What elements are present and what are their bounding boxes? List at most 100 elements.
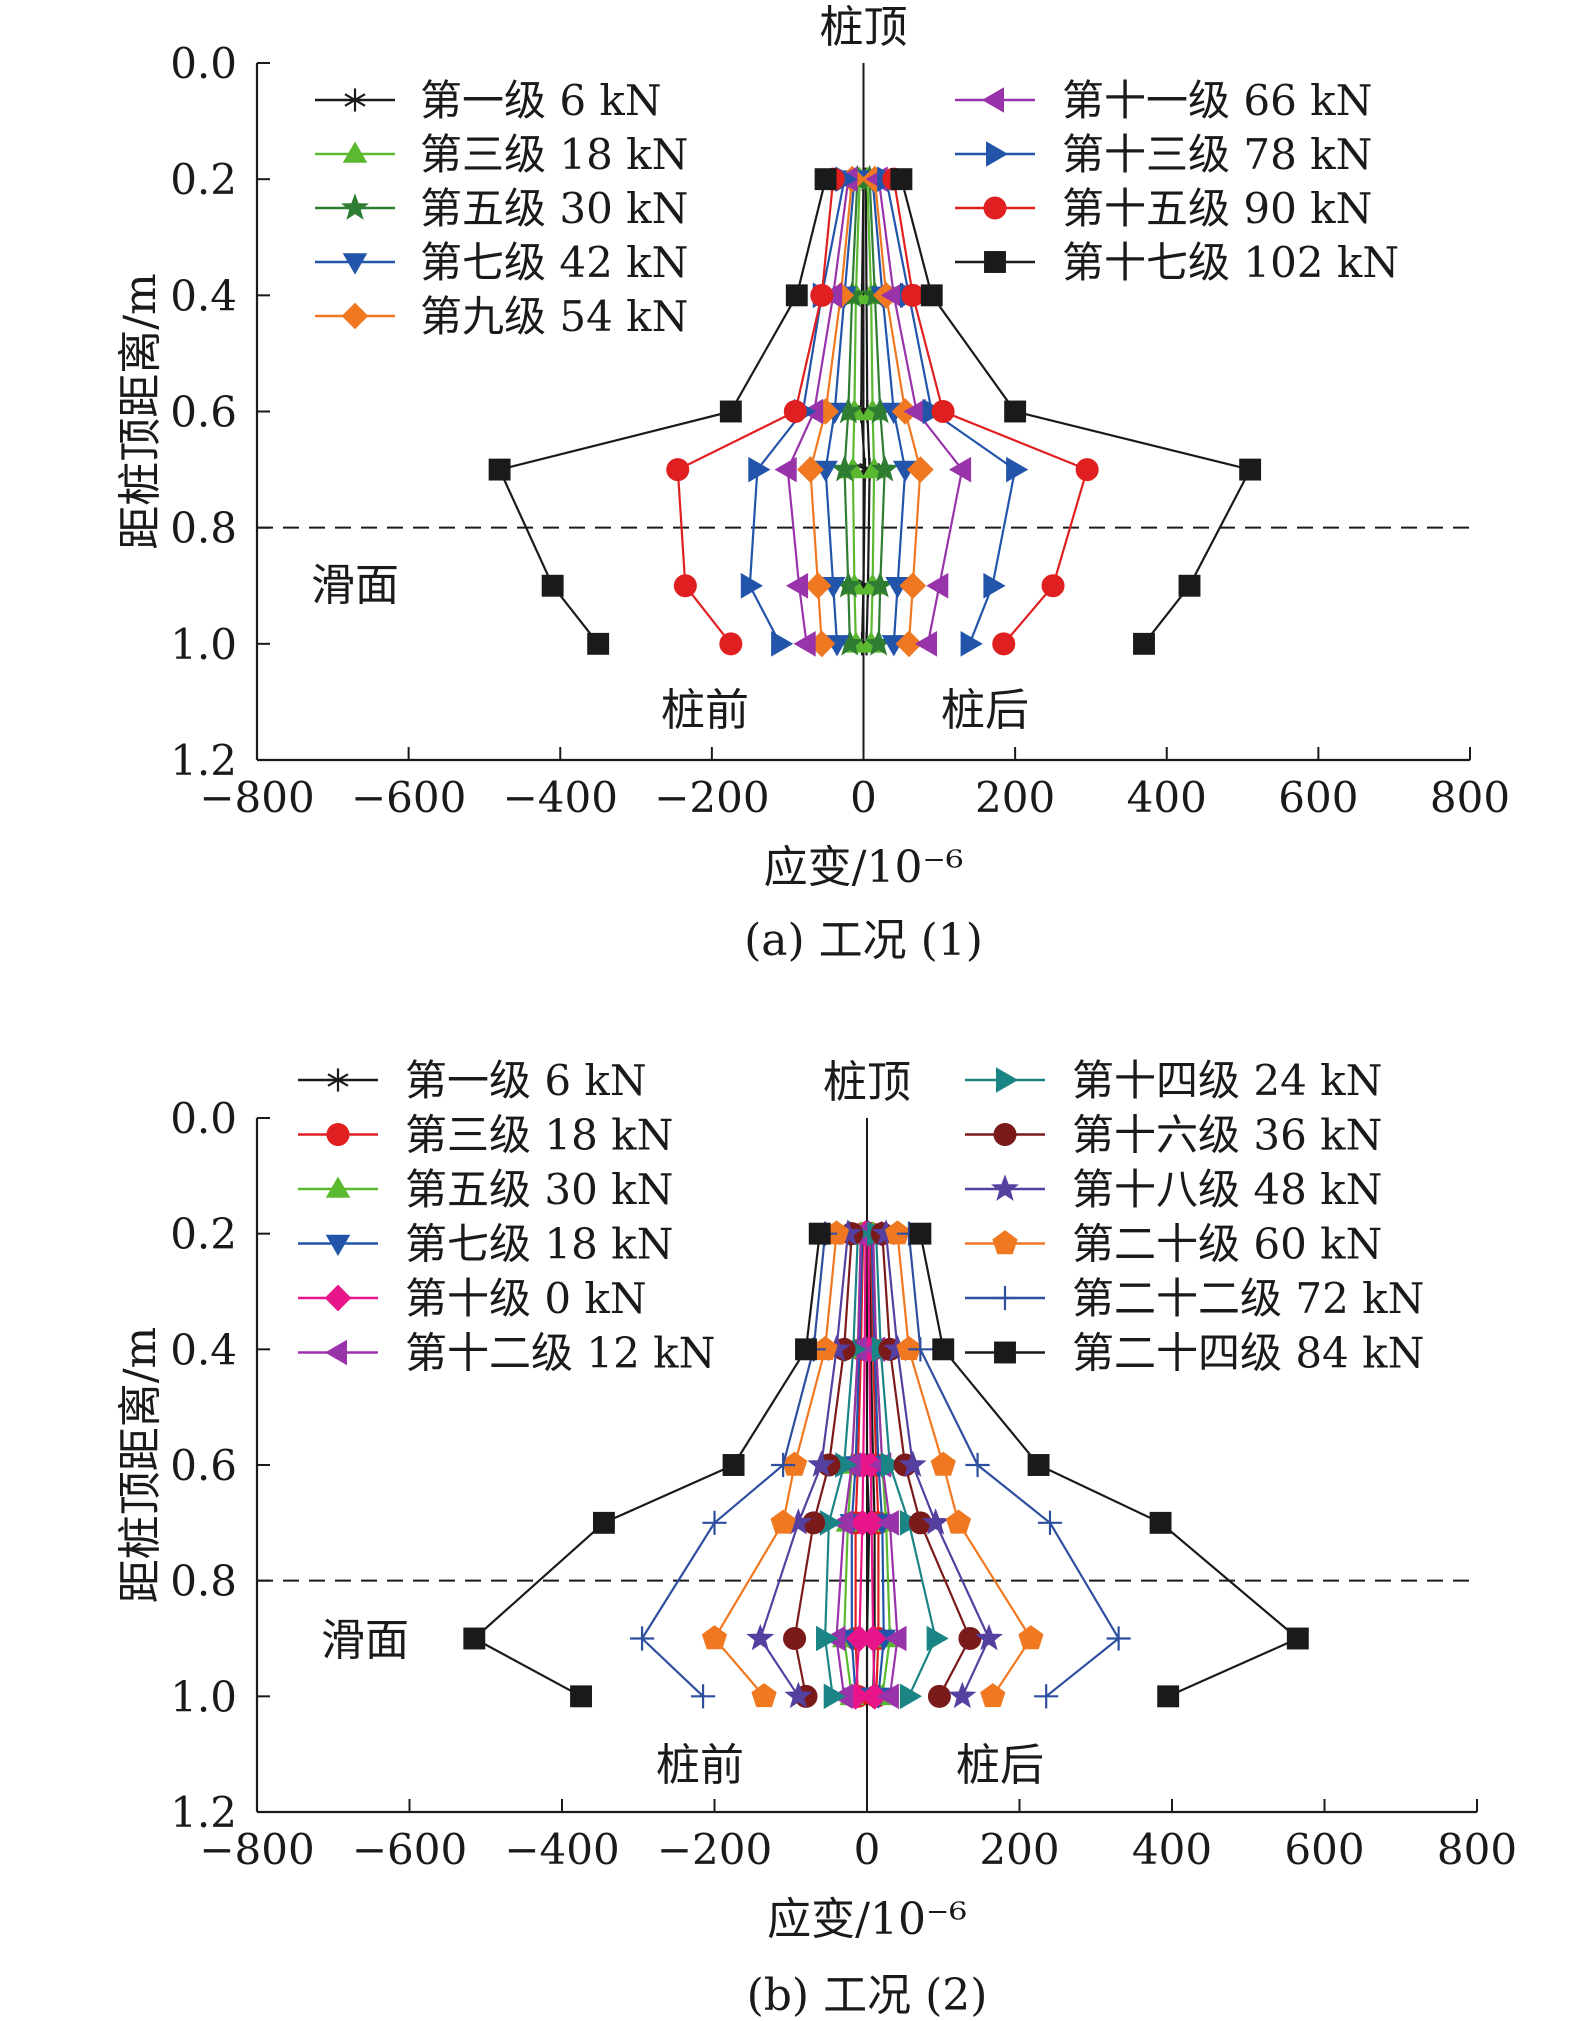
data-point	[958, 1627, 982, 1650]
x-tick-label: −200	[654, 773, 769, 822]
legend-item: 第二十级 60 kN	[965, 1220, 1382, 1269]
data-point	[774, 456, 797, 483]
series-line-back	[868, 179, 886, 644]
legend-label: 第七级 42 kN	[420, 238, 688, 287]
figure-caption: (a) 工况 (1)	[744, 915, 983, 966]
legend-marker	[341, 193, 369, 220]
pile-front-label: 桩前	[661, 685, 749, 736]
legend-label: 第十级 0 kN	[405, 1274, 647, 1323]
legend-label: 第一级 6 kN	[405, 1056, 647, 1105]
legend-item: 第九级 54 kN	[315, 292, 688, 341]
legend-item: 第七级 18 kN	[298, 1220, 673, 1269]
data-point	[746, 1623, 775, 1651]
legend-item: 第一级 6 kN	[315, 76, 662, 125]
x-tick-label: −400	[503, 773, 618, 822]
legend-item: 第十四级 24 kN	[965, 1056, 1382, 1105]
x-tick-label: −800	[199, 1825, 314, 1874]
legend-marker	[994, 1341, 1016, 1364]
legend-label: 第三级 18 kN	[420, 130, 688, 179]
data-point	[629, 1626, 655, 1651]
y-axis-label: 距桩顶距离/m	[115, 273, 166, 550]
legend-label: 第十二级 12 kN	[405, 1329, 715, 1378]
data-point	[784, 1681, 813, 1709]
legend-marker	[991, 1174, 1019, 1201]
data-point	[783, 1627, 807, 1650]
x-axis-label: 应变/10⁻⁶	[767, 1894, 967, 1945]
data-point	[983, 572, 1006, 599]
data-point	[909, 1222, 932, 1245]
x-axis-label: 应变/10⁻⁶	[764, 842, 964, 893]
data-point	[932, 1338, 955, 1361]
data-point	[858, 1509, 885, 1537]
data-point	[823, 1683, 846, 1710]
data-point	[701, 1625, 728, 1650]
legend-item: 第七级 42 kN	[315, 238, 688, 287]
data-point	[570, 1685, 593, 1708]
series	[629, 1221, 1131, 1709]
data-point	[1178, 574, 1201, 597]
legend-item: 第五级 30 kN	[298, 1165, 673, 1214]
data-point	[876, 1683, 899, 1710]
legend-label: 第十四级 24 kN	[1072, 1056, 1382, 1105]
data-point	[751, 1683, 777, 1708]
pile-front-label: 桩前	[656, 1740, 744, 1791]
legend-marker	[344, 88, 366, 112]
legend-marker	[983, 196, 1007, 220]
legend-marker	[342, 253, 368, 275]
data-point	[908, 1337, 933, 1362]
data-point	[901, 283, 925, 307]
legend-item: 第十一级 66 kN	[955, 76, 1372, 125]
figure-caption: (b) 工况 (2)	[747, 1970, 988, 2021]
y-tick-label: 0.2	[170, 1210, 237, 1259]
data-point	[899, 1683, 922, 1710]
legend-label: 第二十二级 72 kN	[1072, 1274, 1424, 1323]
y-axis-label: 距桩顶距离/m	[115, 1327, 166, 1604]
legend-label: 第十八级 48 kN	[1072, 1165, 1382, 1214]
x-tick-label: 0	[850, 773, 877, 822]
x-tick-label: −600	[351, 773, 466, 822]
data-point	[876, 1510, 899, 1536]
legend-marker	[996, 1067, 1019, 1093]
data-point	[899, 572, 927, 600]
data-point	[740, 572, 763, 599]
data-point	[702, 1510, 727, 1535]
legend-label: 第二十级 60 kN	[1072, 1220, 1382, 1269]
x-tick-label: 0	[854, 1825, 881, 1874]
series-line-front	[843, 179, 859, 644]
legend-item: 第十五级 90 kN	[955, 184, 1372, 233]
data-point	[673, 574, 697, 598]
series-line-back	[919, 1233, 1300, 1698]
data-point	[783, 400, 807, 423]
series-line-front	[786, 179, 850, 644]
data-point	[719, 632, 743, 656]
y-tick-label: 1.0	[170, 1672, 237, 1721]
data-point	[808, 1222, 831, 1245]
x-tick-label: 800	[1430, 773, 1510, 822]
legend-label: 第十六级 36 kN	[1072, 1111, 1382, 1160]
data-point	[861, 1682, 889, 1710]
series	[488, 168, 1262, 655]
series-line-back	[892, 179, 1089, 645]
x-tick-label: 600	[1278, 773, 1358, 822]
legend-marker	[325, 1176, 351, 1198]
data-point	[914, 631, 937, 657]
legend-label: 第十三级 78 kN	[1062, 130, 1372, 179]
data-point	[895, 630, 923, 658]
data-point	[1133, 632, 1155, 655]
slip-surface-label: 滑面	[321, 1615, 409, 1666]
y-tick-label: 1.2	[170, 736, 237, 785]
data-point	[926, 1625, 949, 1652]
data-point	[945, 1509, 972, 1534]
series-line-front	[676, 179, 835, 645]
data-point	[541, 574, 564, 597]
legend-item: 第一级 6 kN	[298, 1056, 647, 1105]
legend-marker	[327, 1068, 349, 1092]
data-point	[1157, 1685, 1180, 1708]
legend-marker	[324, 1339, 347, 1366]
data-point	[1034, 1684, 1059, 1709]
data-point	[488, 458, 511, 481]
chart-panel-a: 0.0 0.2 0.4 0.6 0.8 1.0 1.2−800 −600 −400 −200 0 20…	[115, 2, 1510, 966]
data-point	[992, 632, 1016, 656]
legend-marker	[981, 87, 1004, 113]
